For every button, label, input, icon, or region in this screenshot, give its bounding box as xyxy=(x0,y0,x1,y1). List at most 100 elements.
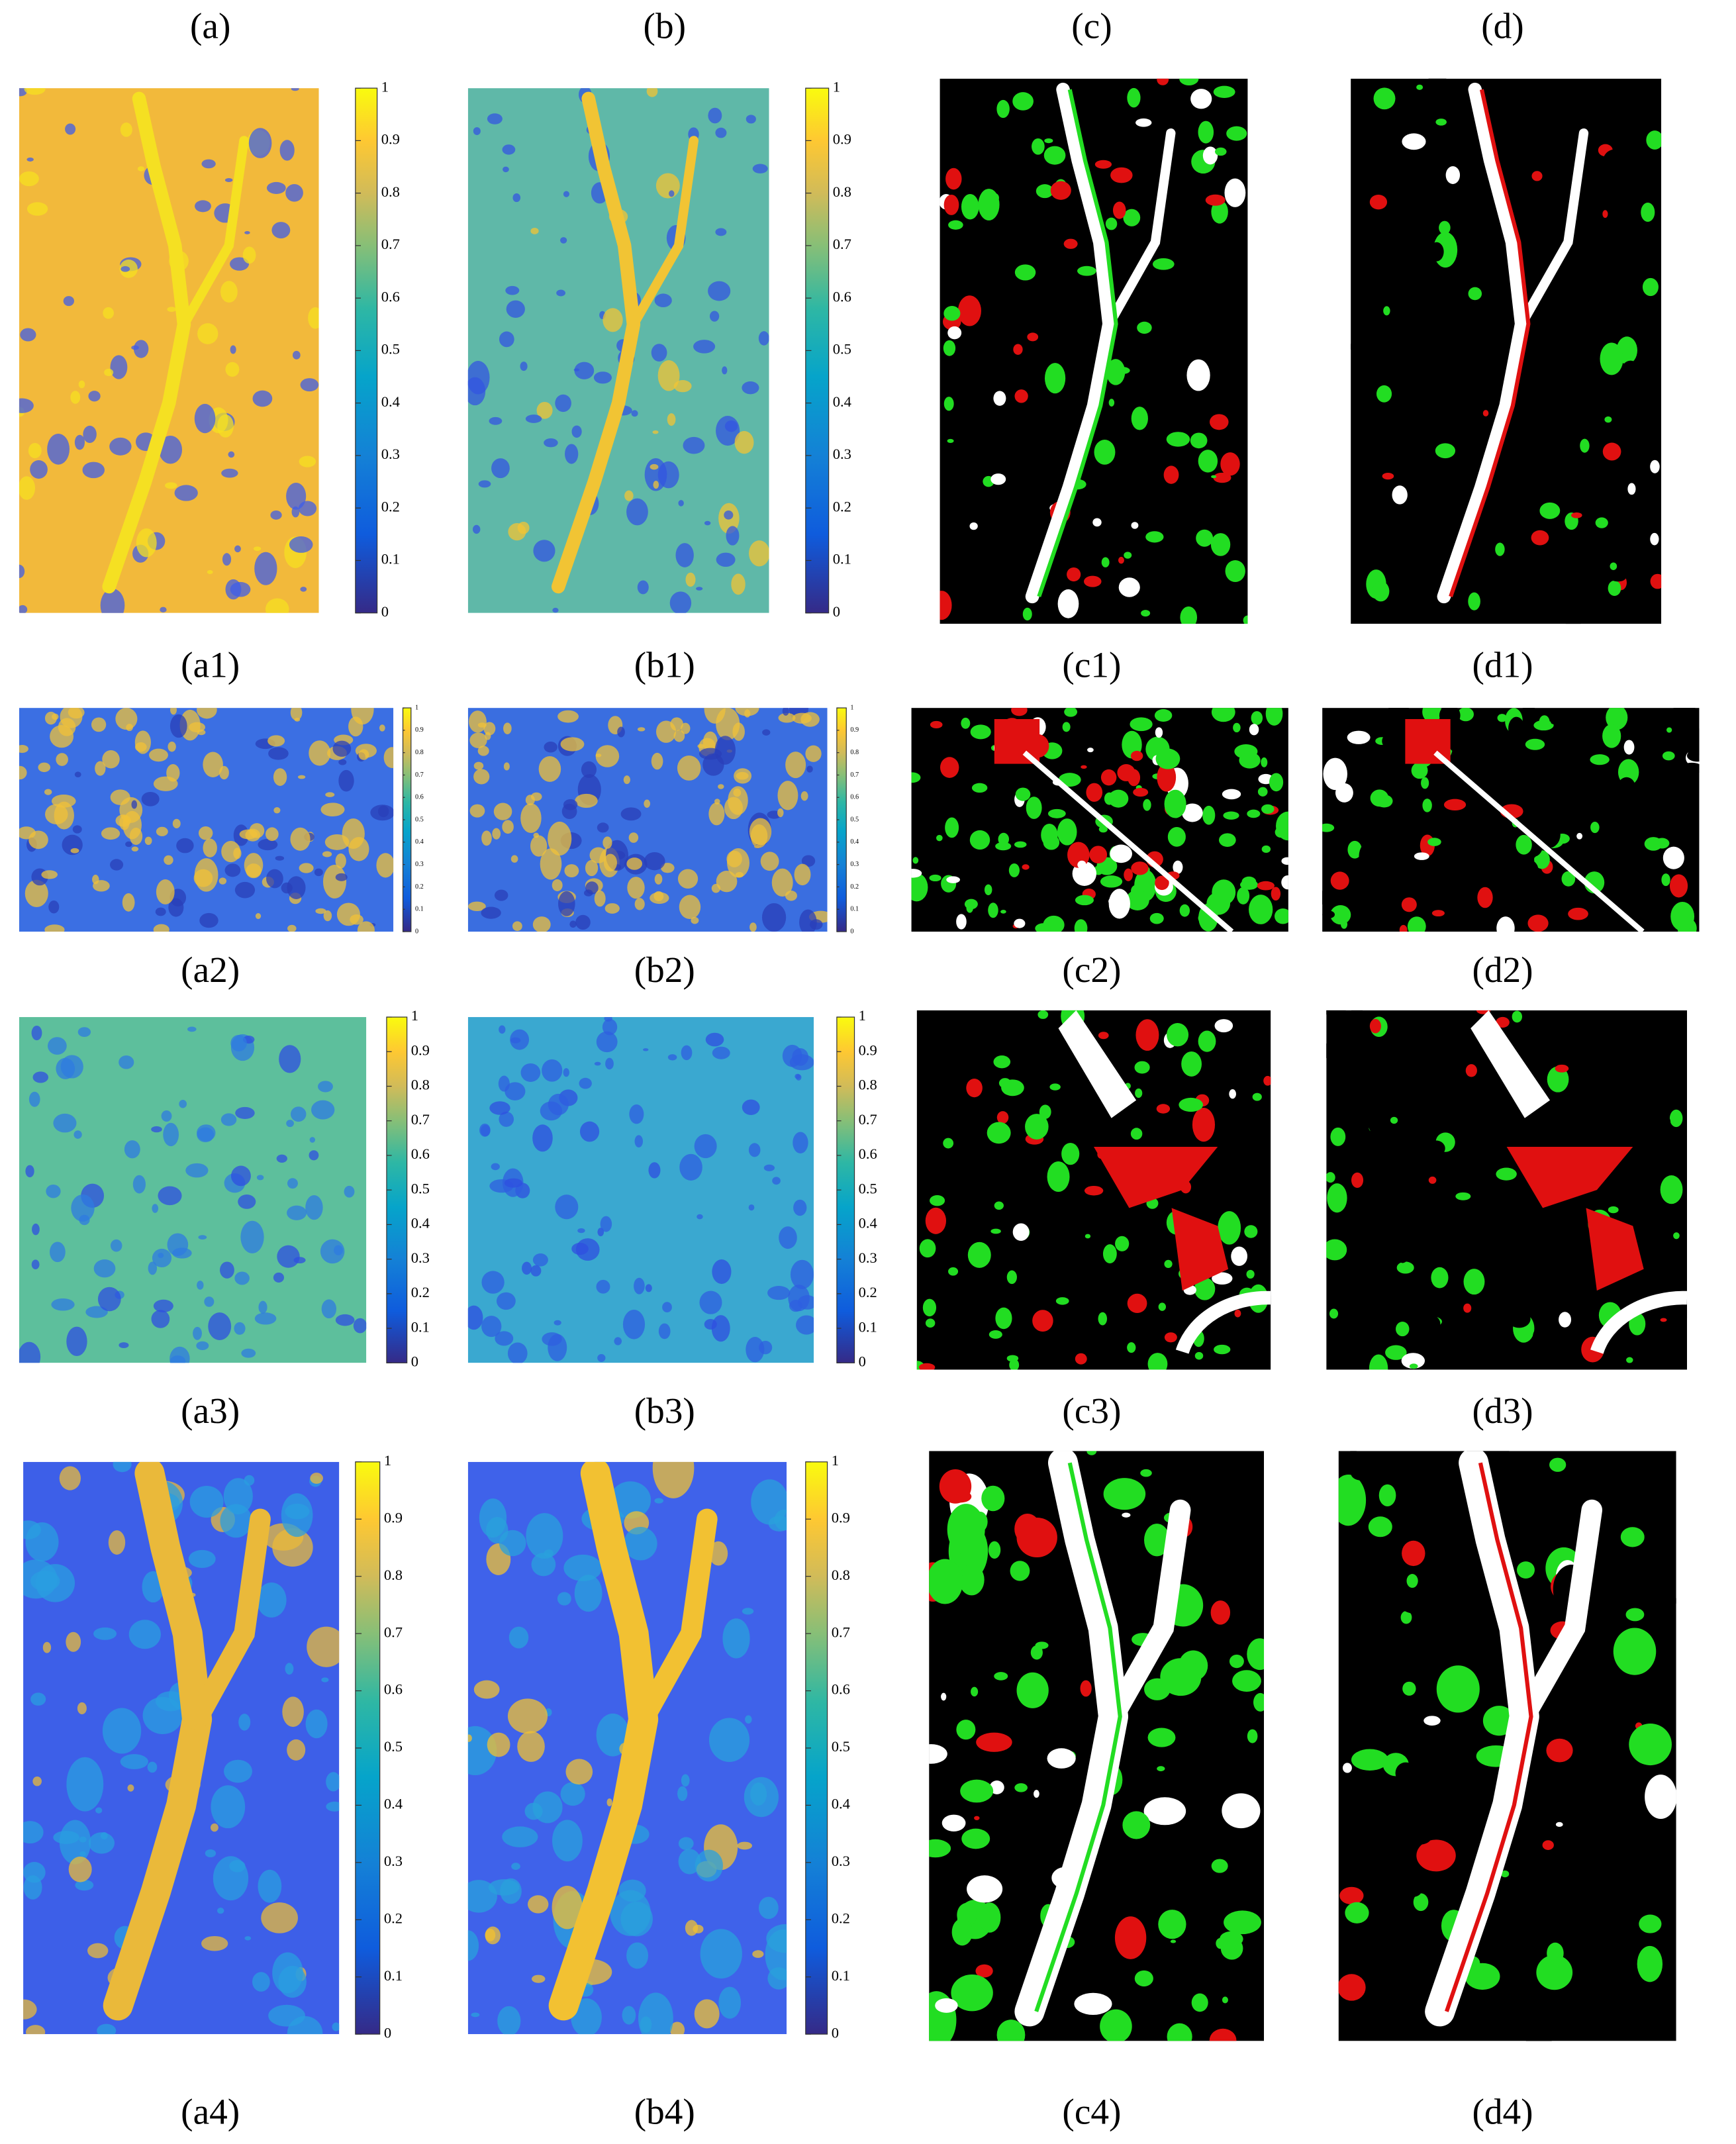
texture-blob xyxy=(481,906,501,919)
texture-blob xyxy=(487,1732,510,1757)
panel-content xyxy=(940,78,1248,624)
texture-blob xyxy=(83,425,97,443)
texture-blob xyxy=(467,1880,497,1913)
texture-blob xyxy=(1580,1270,1590,1281)
texture-blob xyxy=(583,889,593,897)
texture-blob xyxy=(318,1081,333,1093)
texture-blob xyxy=(197,708,217,719)
river-edge xyxy=(1037,89,1118,597)
panel-content xyxy=(911,708,1288,932)
colorbar-tick-label: 0.1 xyxy=(384,1967,403,1984)
texture-blob xyxy=(1515,891,1530,903)
texture-blob xyxy=(1438,850,1453,867)
texture-blob xyxy=(631,410,638,417)
texture-blob xyxy=(1027,332,1039,342)
texture-blob xyxy=(469,804,485,818)
texture-blob xyxy=(344,1185,355,1198)
texture-blob xyxy=(97,1287,121,1312)
texture-blob xyxy=(1496,833,1505,842)
texture-blob xyxy=(947,326,962,340)
texture-blob xyxy=(189,1485,224,1518)
image-panel xyxy=(940,78,1248,624)
colorbar-tick-label: 0.6 xyxy=(832,1681,850,1698)
colorbar-tick-label: 0.2 xyxy=(832,1910,850,1926)
texture-blob xyxy=(705,1032,724,1047)
texture-blob xyxy=(604,1017,612,1022)
texture-blob xyxy=(1451,918,1461,927)
texture-blob xyxy=(1378,1484,1396,1507)
texture-blob xyxy=(696,587,703,591)
texture-blob xyxy=(142,1696,183,1734)
texture-blob xyxy=(46,1184,61,1198)
texture-blob xyxy=(23,1875,42,1900)
colorbar-tick-label: 0.6 xyxy=(415,794,424,801)
texture-blob xyxy=(1101,557,1110,567)
texture-blob xyxy=(502,144,516,155)
texture-blob xyxy=(19,171,39,187)
colorbar-tick-label: 0.2 xyxy=(384,1910,403,1926)
colorbar-tick-label: 1 xyxy=(381,78,389,95)
texture-blob xyxy=(66,1757,104,1812)
texture-blob xyxy=(271,222,291,239)
texture-blob xyxy=(1604,416,1612,423)
colorbar-tick-label: 0.7 xyxy=(381,236,400,252)
texture-blob xyxy=(1211,1859,1228,1873)
texture-blob xyxy=(1338,1974,1366,2001)
texture-blob xyxy=(205,1849,217,1857)
texture-blob xyxy=(1388,195,1406,206)
texture-blob xyxy=(467,1930,479,1961)
texture-blob xyxy=(1265,708,1283,726)
river-branch xyxy=(628,136,699,330)
texture-blob xyxy=(700,1929,742,1979)
texture-blob xyxy=(724,511,734,520)
texture-blob xyxy=(768,1516,787,1532)
texture-blob xyxy=(222,553,232,566)
texture-blob xyxy=(66,1632,81,1652)
texture-blob xyxy=(258,1869,282,1903)
texture-blob xyxy=(1098,1312,1108,1326)
texture-blob xyxy=(1582,1361,1590,1369)
texture-blob xyxy=(760,852,779,871)
texture-blob xyxy=(1222,1793,1261,1829)
texture-blob xyxy=(1064,708,1078,717)
texture-blob xyxy=(1039,1104,1051,1119)
texture-blob xyxy=(152,1248,172,1268)
texture-blob xyxy=(97,2023,117,2035)
texture-blob xyxy=(669,591,692,613)
texture-blob xyxy=(1494,499,1500,504)
texture-blob xyxy=(51,1298,75,1311)
texture-blob xyxy=(267,735,285,747)
texture-blob xyxy=(53,1830,79,1844)
colorbar-tick-label: 0.1 xyxy=(381,551,400,567)
texture-blob xyxy=(678,1837,694,1851)
texture-blob xyxy=(559,237,567,244)
texture-blob xyxy=(1133,787,1149,797)
texture-blob xyxy=(32,1223,40,1236)
texture-blob xyxy=(1135,1019,1159,1051)
texture-blob xyxy=(522,1261,532,1275)
texture-blob xyxy=(1544,1883,1567,1914)
texture-blob xyxy=(669,190,675,197)
texture-blob xyxy=(93,1259,116,1278)
texture-blob xyxy=(287,1739,306,1761)
texture-blob xyxy=(716,870,738,893)
texture-blob xyxy=(1143,799,1151,811)
texture-blob xyxy=(235,1106,255,1119)
texture-blob xyxy=(1034,1790,1039,1798)
texture-blob xyxy=(1233,722,1241,733)
texture-blob xyxy=(221,840,241,863)
texture-blob xyxy=(483,722,496,736)
texture-blob xyxy=(1627,483,1636,495)
texture-blob xyxy=(1531,171,1543,181)
texture-blob xyxy=(1491,89,1508,107)
changed-arc xyxy=(1175,1291,1271,1354)
texture-blob xyxy=(176,838,194,853)
river-branch xyxy=(1102,1499,1191,1728)
texture-blob xyxy=(256,1175,264,1181)
texture-blob xyxy=(1641,203,1655,222)
texture-blob xyxy=(1376,876,1386,883)
texture-blob xyxy=(667,1054,677,1061)
texture-blob xyxy=(19,765,27,780)
texture-blob xyxy=(945,817,959,838)
texture-blob xyxy=(1429,242,1444,262)
